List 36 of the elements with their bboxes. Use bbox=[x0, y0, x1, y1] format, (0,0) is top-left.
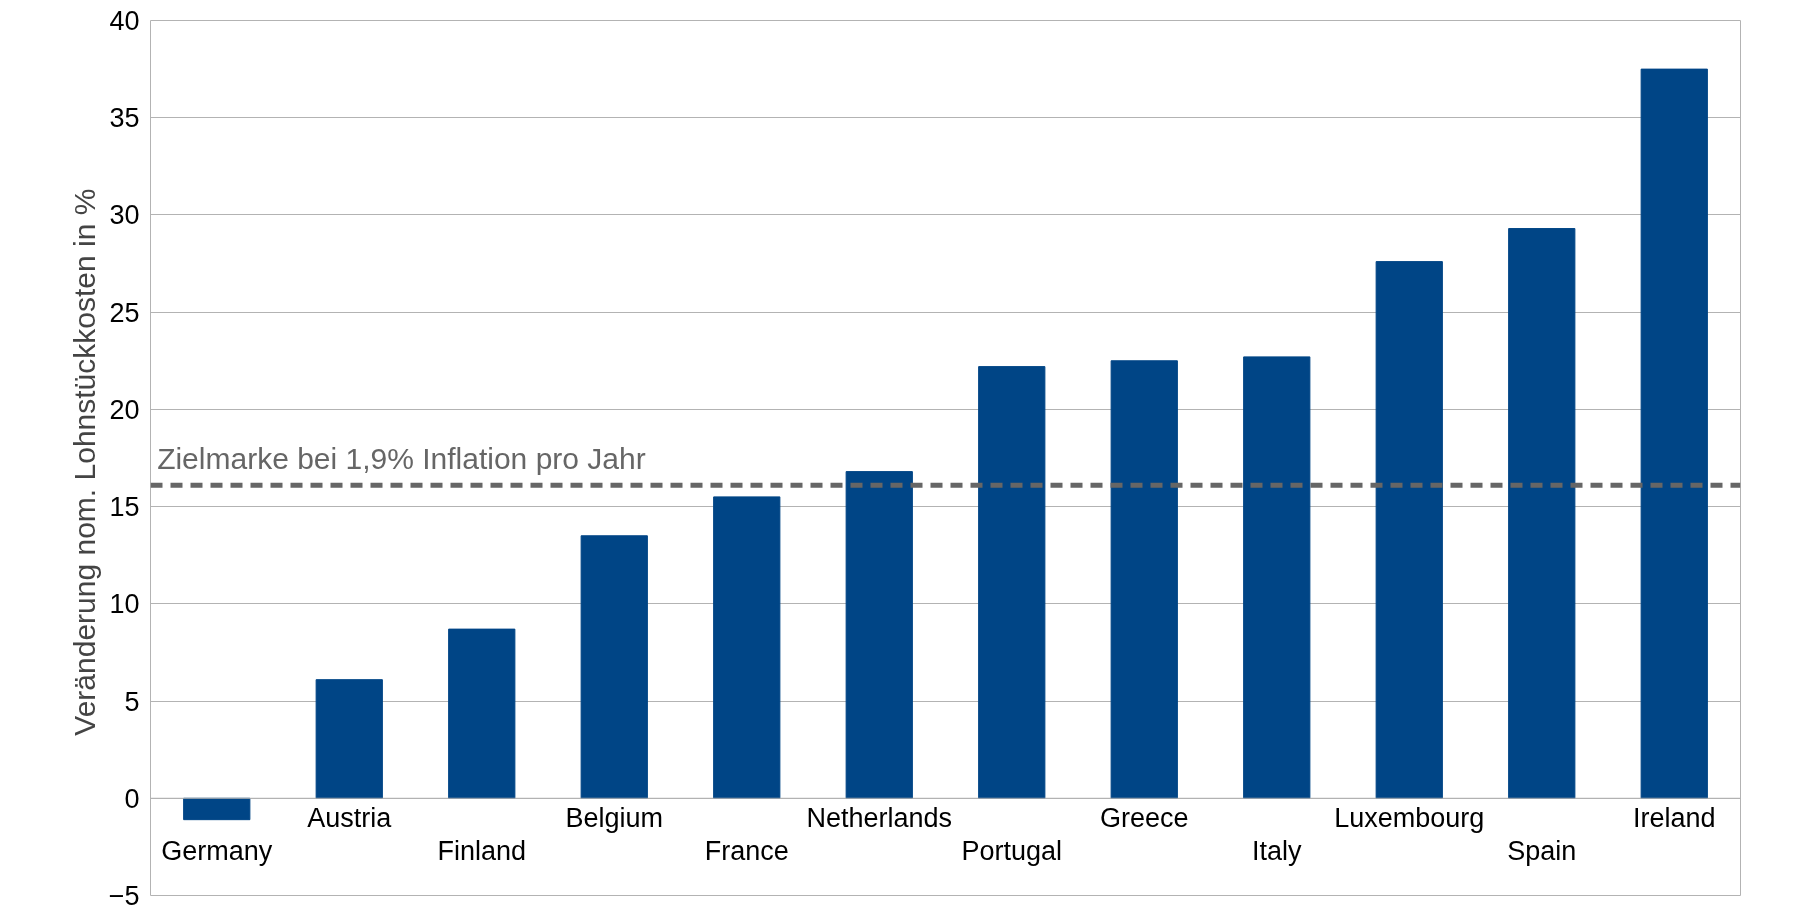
y-axis-title: Veränderung nom. Lohnstückkosten in % bbox=[67, 188, 101, 736]
y-tick-label: 0 bbox=[124, 783, 140, 814]
y-tick-label: 25 bbox=[109, 297, 140, 328]
bar bbox=[1508, 228, 1576, 799]
x-tick-label: Germany bbox=[161, 835, 273, 866]
y-tick-label: 20 bbox=[109, 394, 140, 425]
bar bbox=[183, 797, 251, 821]
x-tick-label: Portugal bbox=[961, 835, 1063, 866]
bar bbox=[713, 496, 781, 799]
bar bbox=[1110, 360, 1178, 799]
x-tick-label: Italy bbox=[1251, 835, 1303, 866]
bar bbox=[315, 679, 383, 799]
x-tick-label: Belgium bbox=[565, 802, 664, 833]
bar bbox=[1640, 68, 1708, 799]
bar bbox=[978, 366, 1046, 799]
bar bbox=[1375, 261, 1443, 799]
bar bbox=[448, 628, 516, 799]
y-tick-label: 35 bbox=[109, 103, 140, 134]
x-tick-label: Austria bbox=[307, 802, 393, 833]
x-tick-label: Finland bbox=[437, 835, 527, 866]
x-tick-label: France bbox=[704, 835, 789, 866]
bar bbox=[1243, 356, 1311, 799]
ref-line-label: Zielmarke bei 1,9% Inflation pro Jahr bbox=[157, 441, 646, 475]
y-tick-label: 15 bbox=[109, 492, 140, 523]
x-tick-label: Ireland bbox=[1632, 802, 1716, 833]
bar bbox=[580, 535, 648, 799]
x-tick-label: Luxembourg bbox=[1334, 802, 1485, 833]
y-tick-label: −5 bbox=[108, 881, 140, 911]
x-tick-label: Spain bbox=[1507, 835, 1577, 866]
x-tick-label: Netherlands bbox=[806, 802, 953, 833]
y-tick-label: 10 bbox=[109, 589, 140, 620]
y-tick-label: 40 bbox=[109, 6, 140, 36]
x-tick-label: Greece bbox=[1099, 802, 1189, 833]
bar bbox=[845, 471, 913, 799]
y-tick-label: 5 bbox=[124, 686, 140, 717]
y-tick-label: 30 bbox=[109, 200, 140, 231]
